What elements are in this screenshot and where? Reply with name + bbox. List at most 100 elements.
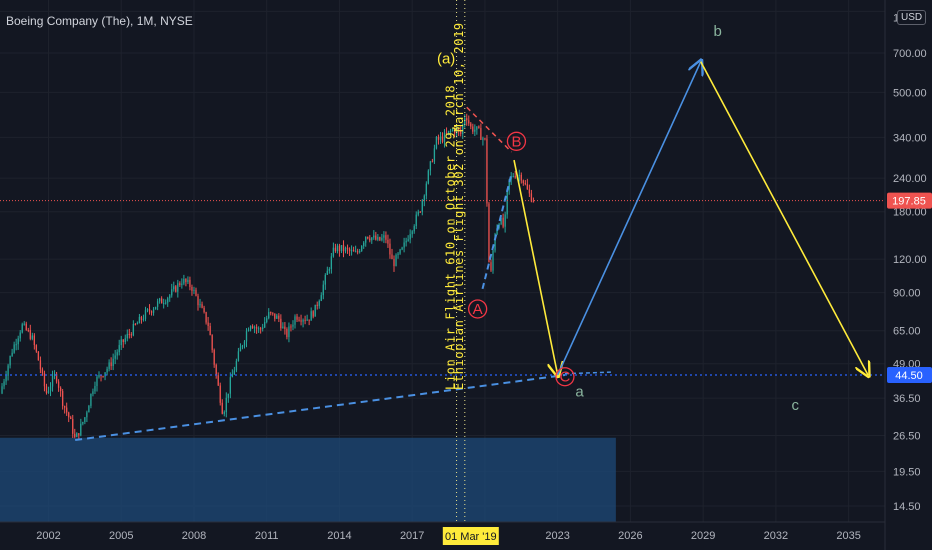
time-axis[interactable]: 2002200520082011201420172020202320262029… [0, 521, 885, 542]
cursor-date-bg [442, 527, 499, 545]
candle-body [490, 262, 492, 271]
candle-body [154, 306, 157, 310]
candle-body [377, 237, 379, 240]
candle-body [500, 217, 502, 225]
candle-body [173, 286, 175, 290]
candle-body [278, 315, 280, 319]
wave-label: b [714, 23, 722, 40]
candle-body [449, 130, 452, 132]
candle-body [411, 231, 413, 235]
candle-body [332, 247, 335, 257]
projection-arrow [556, 62, 701, 376]
candle-body [3, 381, 5, 387]
wave-label-circle [506, 131, 527, 151]
last-price-value: 197.85 [892, 196, 926, 208]
support-box [0, 437, 616, 522]
x-tick-label: 2026 [618, 530, 642, 542]
support-trendline [75, 373, 566, 442]
y-tick-label: 26.50 [893, 431, 921, 443]
candle-body [128, 333, 130, 335]
x-tick-label: 2017 [400, 530, 424, 542]
candle-body [257, 328, 260, 330]
candle-body [45, 386, 48, 394]
y-tick-label: 19.50 [893, 466, 921, 478]
chart-grid [0, 0, 885, 522]
y-tick-label: 500.00 [893, 87, 927, 99]
candle-body [520, 174, 522, 181]
projection-arrow [700, 61, 868, 375]
symbol-title: Boeing Company (The), 1M, NYSE [6, 14, 193, 28]
candle-body [326, 270, 328, 275]
candle-body [397, 253, 399, 255]
x-tick-label: 2035 [836, 530, 860, 542]
candle-body [183, 278, 185, 284]
candle-body [253, 327, 256, 329]
currency-badge[interactable]: USD [897, 10, 927, 25]
x-tick-label: 2014 [327, 530, 351, 542]
candle-body [229, 377, 231, 394]
candle-body [158, 298, 161, 302]
candle-body [116, 352, 118, 356]
candle-body [322, 284, 324, 296]
candle-body [124, 338, 126, 342]
candle-body [470, 123, 472, 127]
candle-body [274, 313, 276, 319]
x-tick-label: 2032 [764, 530, 788, 542]
candle-body [195, 289, 197, 296]
x-tick-label: 2002 [36, 530, 60, 542]
candle-body [393, 259, 395, 267]
candle-body [233, 370, 236, 375]
candle-body [181, 283, 183, 285]
candle-body [33, 335, 36, 346]
candle-body [31, 335, 33, 339]
candle-body [259, 328, 262, 330]
candle-body [179, 283, 181, 285]
candle-body [108, 362, 110, 369]
candle-body [43, 373, 46, 387]
wave-labels: (a) A B Ca b c [437, 23, 800, 414]
candle-body [138, 316, 141, 324]
candle-body [524, 183, 526, 185]
candle-body [488, 203, 490, 263]
candle-body [476, 126, 478, 130]
candle-body [266, 318, 268, 323]
candle-body [342, 245, 345, 252]
candle-body [344, 247, 347, 252]
x-tick-label: 2023 [545, 530, 569, 542]
candle-body [371, 237, 373, 241]
wave-label: B [511, 133, 521, 150]
candle-body [74, 433, 76, 437]
y-tick-label: 340.00 [893, 132, 927, 144]
candle-body [51, 375, 54, 387]
candle-body [316, 304, 318, 306]
y-tick-label: 65.00 [893, 326, 921, 338]
candle-body [308, 319, 310, 321]
candle-body [177, 283, 179, 292]
candle-body [189, 279, 191, 287]
candle-body [94, 385, 96, 392]
candle-body [468, 120, 470, 124]
candle-body [455, 129, 458, 134]
candle-body [9, 355, 11, 366]
y-tick-label: 240.00 [893, 173, 927, 185]
projection-arrows [466, 61, 868, 376]
candle-body [484, 138, 486, 140]
candle-body [146, 309, 149, 311]
wave-label: a [575, 384, 584, 401]
candle-body [148, 309, 151, 312]
candle-body [76, 433, 78, 437]
candle-body [64, 406, 66, 408]
x-tick-label: 2005 [109, 530, 133, 542]
candle-body [35, 345, 38, 352]
price-tags: 197.85 44.50 [887, 192, 932, 383]
candle-body [518, 174, 520, 176]
candle-body [19, 332, 21, 339]
candle-body [385, 235, 387, 240]
candle-body [130, 334, 132, 336]
candle-body [447, 130, 450, 134]
candle-body [112, 358, 114, 367]
candle-body [122, 339, 124, 342]
candle-body [310, 311, 312, 321]
candle-body [365, 236, 367, 243]
